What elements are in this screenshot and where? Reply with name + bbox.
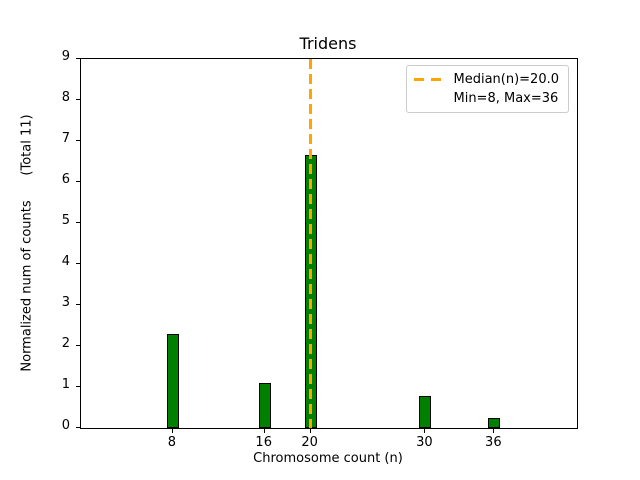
y-tick-label: 5	[61, 213, 70, 228]
x-tick-label: 16	[255, 435, 272, 450]
y-tick-label: 6	[61, 172, 70, 187]
bar-16	[258, 382, 271, 428]
legend-handle-spacer	[414, 97, 444, 100]
x-axis-label: Chromosome count (n)	[253, 451, 403, 466]
dashed-line-icon	[414, 78, 445, 81]
y-tick-label: 8	[61, 90, 70, 105]
bar-30	[419, 396, 432, 428]
y-axis-label: Normalized num of counts (Total 11)	[19, 114, 35, 372]
legend-label-median: Median(n)=20.0	[453, 72, 559, 87]
legend-label-minmax: Min=8, Max=36	[453, 91, 559, 106]
legend-row-median: Median(n)=20.0	[414, 70, 559, 89]
bar-8	[166, 333, 179, 428]
y-tick-label: 0	[61, 418, 70, 433]
bars-layer	[81, 59, 577, 428]
chart-title: Tridens	[299, 34, 357, 53]
plot-area: Median(n)=20.0 Min=8, Max=36	[80, 58, 578, 429]
y-tick-label: 1	[61, 377, 70, 392]
median-vline	[309, 59, 312, 428]
x-tick-label: 20	[301, 435, 318, 450]
x-tick-label: 30	[416, 435, 433, 450]
bar-36	[488, 418, 501, 428]
y-tick-label: 7	[61, 131, 70, 146]
legend-row-minmax: Min=8, Max=36	[414, 89, 559, 108]
y-tick-label: 4	[61, 254, 70, 269]
y-tick-label: 3	[61, 295, 70, 310]
x-tick-label: 36	[485, 435, 502, 450]
x-tick-label: 8	[167, 435, 176, 450]
legend: Median(n)=20.0 Min=8, Max=36	[406, 65, 569, 113]
y-tick-label: 2	[61, 336, 70, 351]
y-tick-label: 9	[61, 49, 70, 64]
